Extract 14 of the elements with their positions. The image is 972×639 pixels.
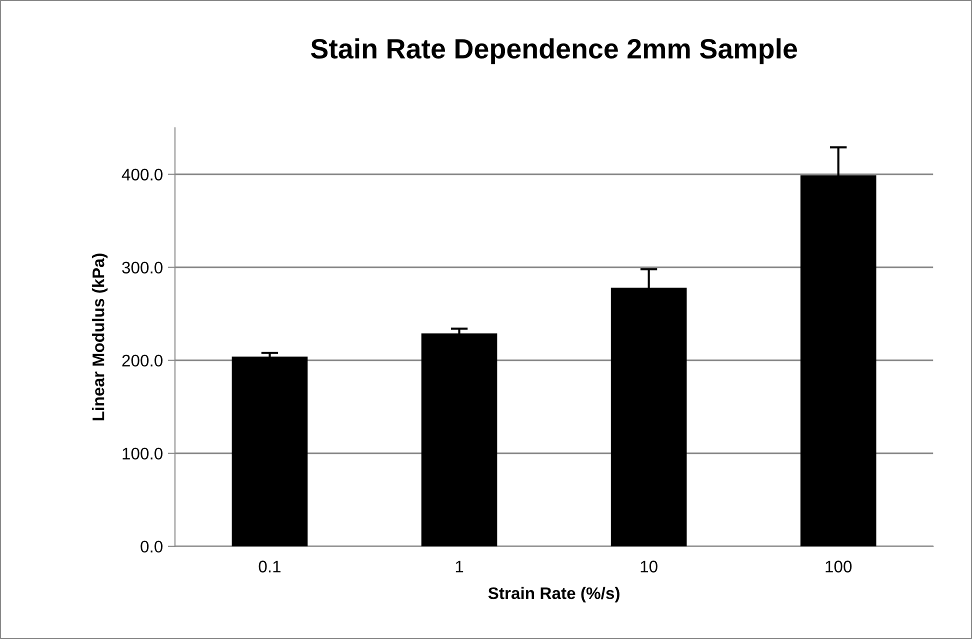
- x-tick-label: 0.1: [258, 560, 280, 572]
- bar: [232, 356, 308, 546]
- x-axis-title: Strain Rate (%/s): [488, 586, 620, 602]
- x-tick-label: 100: [826, 560, 852, 572]
- y-tick-label: 300.0: [122, 262, 163, 274]
- chart-title: Stain Rate Dependence 2mm Sample: [310, 38, 798, 64]
- y-tick-label: 100.0: [122, 448, 163, 460]
- x-tick-label: 1: [456, 560, 464, 572]
- x-tick-label: 10: [640, 560, 658, 572]
- y-tick-label: 0.0: [140, 540, 163, 553]
- y-tick-label: 200.0: [122, 354, 163, 367]
- y-axis-title: Linear Modulus (kPa): [92, 254, 108, 420]
- y-tick-label: 400.0: [122, 168, 163, 181]
- bar: [421, 333, 498, 546]
